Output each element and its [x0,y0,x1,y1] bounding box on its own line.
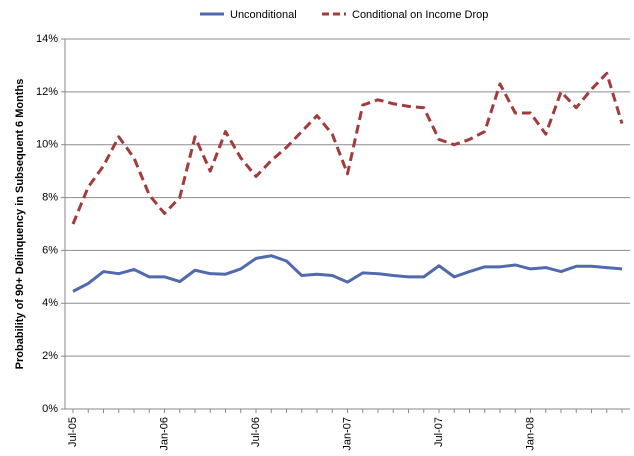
y-tick-label: 8% [42,191,58,203]
y-tick-label: 14% [36,33,58,45]
y-axis-title: Probability of 90+ Delinquency in Subseq… [14,79,26,370]
series-line [72,254,623,293]
y-tick-label: 10% [36,139,58,151]
series-line [71,71,624,225]
x-tick-label: Jan-07 [341,417,353,451]
x-tick-label: Jan-06 [158,417,170,451]
y-tick-label: 0% [42,403,58,415]
legend-label: Conditional on Income Drop [352,9,488,21]
x-tick-label: Jul-05 [67,417,79,447]
x-tick-label: Jan-08 [524,417,536,451]
x-tick-label: Jul-06 [250,417,262,447]
y-tick-label: 4% [42,297,58,309]
y-tick-label: 12% [36,86,58,98]
y-tick-label: 6% [42,244,58,256]
legend-label: Unconditional [230,9,297,21]
y-tick-label: 2% [42,350,58,362]
x-tick-label: Jul-07 [433,417,445,447]
